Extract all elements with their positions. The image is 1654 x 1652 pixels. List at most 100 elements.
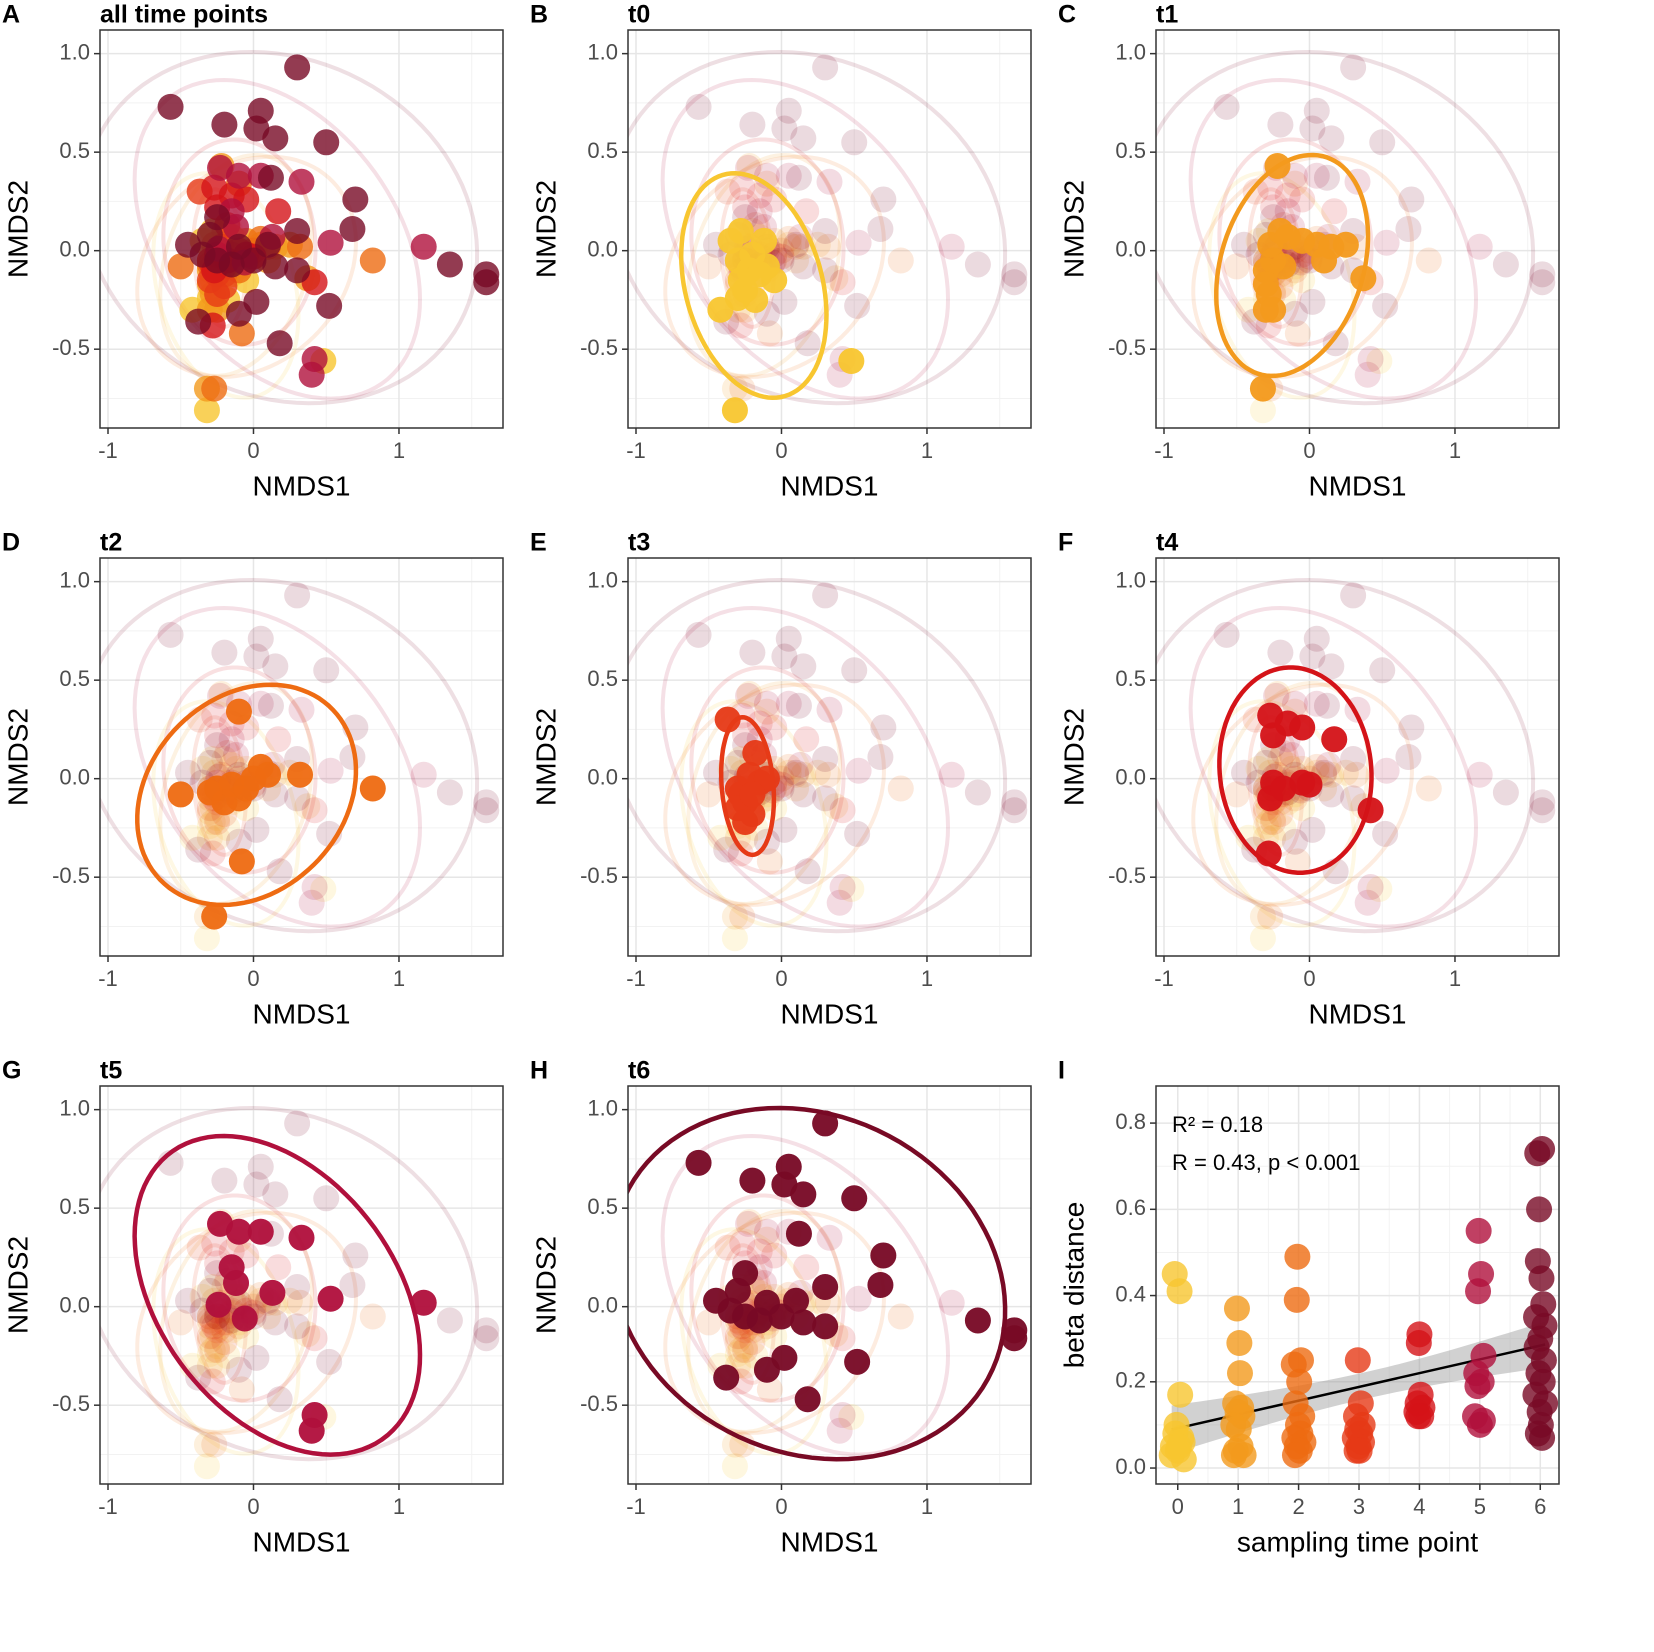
- point: [201, 1313, 228, 1340]
- panel: -1 0 1 -0.5 0.0 0.5 1.0 H NMDS1 NMDS2 t6: [530, 1057, 1032, 1557]
- point: [783, 761, 810, 788]
- point: [1357, 797, 1384, 824]
- point: [225, 1356, 252, 1383]
- point: [1340, 54, 1367, 81]
- point: [288, 696, 315, 723]
- point: [746, 1238, 773, 1265]
- point: [1366, 348, 1393, 375]
- x-axis-title: NMDS1: [252, 998, 350, 1029]
- point: [301, 874, 328, 901]
- plot-background: [1156, 30, 1559, 428]
- confidence-ellipse: [135, 1210, 358, 1435]
- point: [1260, 296, 1287, 323]
- point: [193, 1431, 220, 1458]
- panel-label: H: [530, 1057, 548, 1085]
- panel-label: D: [2, 529, 20, 557]
- point: [1526, 1196, 1553, 1223]
- confidence-ellipse: [191, 715, 248, 857]
- point: [1289, 267, 1316, 294]
- y-tick-label: -0.5: [1108, 863, 1146, 888]
- point: [266, 858, 293, 885]
- point: [844, 820, 871, 847]
- x-axis-title: NMDS1: [780, 1526, 878, 1557]
- point: [1315, 751, 1342, 778]
- point: [473, 1325, 500, 1352]
- point: [724, 1327, 751, 1354]
- point: [204, 824, 231, 851]
- y-axis-title: NMDS2: [530, 1236, 561, 1334]
- point: [186, 1234, 213, 1261]
- point: [829, 797, 856, 824]
- point: [790, 781, 817, 808]
- point: [756, 320, 783, 347]
- plot-layer: [1156, 49, 1556, 424]
- point: [732, 194, 759, 221]
- point: [204, 809, 231, 836]
- point: [756, 848, 783, 875]
- plot-layer: [628, 49, 1028, 424]
- panel-label: I: [1058, 1057, 1065, 1085]
- point: [739, 781, 766, 808]
- point: [753, 1218, 780, 1245]
- point: [887, 1303, 914, 1330]
- point: [298, 361, 325, 388]
- point: [724, 1340, 751, 1367]
- confidence-ellipse: [718, 715, 777, 858]
- y-tick-label: 0.5: [1115, 666, 1146, 691]
- point: [196, 1323, 223, 1350]
- y-tick-label: 0.2: [1115, 1368, 1146, 1393]
- point: [339, 216, 366, 242]
- y-tick-label: 0.5: [587, 1194, 618, 1219]
- y-tick-label: -0.5: [52, 335, 90, 360]
- point: [1274, 198, 1301, 225]
- point: [727, 217, 754, 244]
- confidence-ellipse: [628, 49, 1008, 406]
- point: [1465, 1217, 1492, 1244]
- point: [829, 269, 856, 296]
- point: [790, 253, 817, 280]
- point: [205, 1291, 232, 1318]
- point: [1001, 269, 1028, 296]
- point: [247, 1218, 274, 1245]
- point: [1231, 231, 1258, 258]
- point: [829, 1402, 856, 1429]
- point: [735, 682, 762, 709]
- point: [1529, 261, 1556, 288]
- point: [228, 320, 255, 347]
- point: [783, 231, 810, 258]
- y-tick-label: 0.5: [587, 138, 618, 163]
- x-tick-label: 1: [1449, 438, 1461, 463]
- confidence-ellipse: [1188, 605, 1479, 929]
- point: [1289, 795, 1316, 822]
- point: [1284, 320, 1311, 347]
- confidence-ellipse: [161, 665, 318, 875]
- confidence-ellipse: [686, 680, 842, 906]
- point: [1223, 1295, 1250, 1322]
- point: [410, 233, 437, 260]
- point: [794, 858, 821, 885]
- point: [179, 824, 206, 851]
- x-tick-label: 1: [921, 1494, 933, 1519]
- point: [1213, 621, 1240, 648]
- y-tick-label: 0.0: [587, 1292, 618, 1317]
- plot-layer: [100, 577, 500, 952]
- point: [225, 1218, 252, 1245]
- point: [189, 755, 216, 782]
- panel-title: t4: [1156, 529, 1178, 557]
- point: [756, 1376, 783, 1403]
- point: [713, 1364, 740, 1391]
- point: [729, 1431, 756, 1458]
- point: [167, 1309, 194, 1336]
- point: [845, 229, 872, 256]
- x-axis-title: NMDS1: [780, 470, 878, 501]
- annotation: R = 0.43, p < 0.001: [1172, 1150, 1360, 1175]
- point: [1267, 745, 1294, 772]
- point: [841, 657, 868, 684]
- point: [1252, 812, 1279, 839]
- panel: -1 0 1 -0.5 0.0 0.5 1.0 F NMDS1 NMDS2 t4: [1058, 529, 1560, 1029]
- point: [695, 253, 722, 280]
- point: [266, 1386, 293, 1413]
- point: [1260, 194, 1287, 221]
- point: [284, 1110, 311, 1137]
- point: [822, 793, 849, 820]
